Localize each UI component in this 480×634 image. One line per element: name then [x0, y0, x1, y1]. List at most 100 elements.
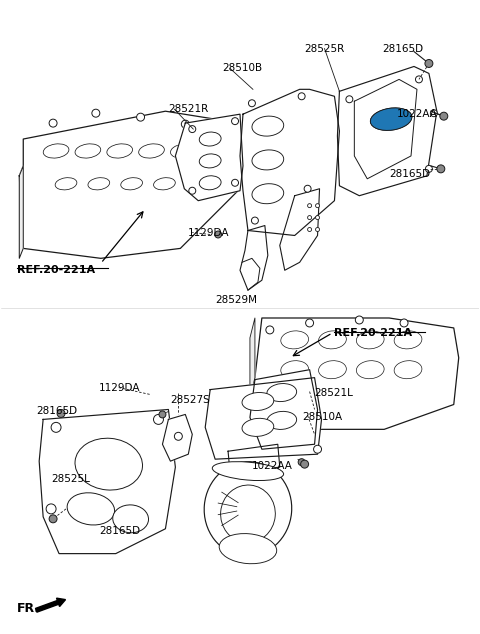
Ellipse shape	[267, 411, 297, 429]
Text: 1022AA: 1022AA	[252, 461, 293, 471]
Circle shape	[437, 165, 445, 173]
Ellipse shape	[242, 418, 274, 436]
Circle shape	[298, 93, 305, 100]
Ellipse shape	[219, 534, 276, 564]
Ellipse shape	[394, 331, 422, 349]
Ellipse shape	[55, 178, 77, 190]
Text: 28525R: 28525R	[305, 44, 345, 54]
Polygon shape	[250, 318, 255, 398]
Ellipse shape	[170, 144, 196, 158]
Circle shape	[46, 504, 56, 514]
Ellipse shape	[88, 178, 110, 190]
Circle shape	[49, 119, 57, 127]
Circle shape	[174, 432, 182, 440]
Circle shape	[431, 110, 437, 117]
Polygon shape	[337, 67, 437, 196]
Text: 1129DA: 1129DA	[99, 382, 140, 392]
Ellipse shape	[356, 361, 384, 378]
Ellipse shape	[221, 485, 276, 543]
Circle shape	[308, 216, 312, 219]
Polygon shape	[240, 226, 268, 290]
Circle shape	[300, 460, 309, 468]
Circle shape	[355, 316, 363, 324]
Circle shape	[308, 228, 312, 231]
Ellipse shape	[371, 108, 412, 131]
Ellipse shape	[252, 150, 284, 170]
Text: 28510A: 28510A	[302, 413, 343, 422]
Circle shape	[425, 60, 433, 67]
Text: 28510B: 28510B	[222, 63, 262, 74]
Polygon shape	[228, 444, 280, 473]
Ellipse shape	[154, 178, 175, 190]
Text: 28527S: 28527S	[170, 394, 210, 404]
Text: 1022AA: 1022AA	[397, 109, 438, 119]
Ellipse shape	[371, 108, 412, 131]
Polygon shape	[19, 166, 23, 258]
Text: 28165D: 28165D	[382, 44, 423, 54]
Circle shape	[315, 216, 320, 219]
Ellipse shape	[242, 392, 274, 411]
Polygon shape	[240, 89, 339, 235]
Circle shape	[189, 187, 196, 194]
Text: 28529M: 28529M	[215, 295, 257, 305]
Polygon shape	[205, 378, 322, 459]
Circle shape	[425, 165, 432, 172]
Text: 1129DA: 1129DA	[188, 228, 230, 238]
Circle shape	[308, 204, 312, 208]
Circle shape	[51, 422, 61, 432]
Polygon shape	[39, 410, 175, 553]
Text: REF.20-221A: REF.20-221A	[335, 328, 413, 338]
Circle shape	[252, 217, 258, 224]
Ellipse shape	[267, 384, 297, 401]
Circle shape	[159, 411, 166, 418]
Circle shape	[313, 445, 322, 453]
Circle shape	[400, 319, 408, 327]
Ellipse shape	[113, 505, 148, 533]
Ellipse shape	[319, 361, 347, 378]
Circle shape	[249, 100, 255, 107]
Ellipse shape	[107, 144, 132, 158]
Ellipse shape	[43, 144, 69, 158]
Ellipse shape	[199, 132, 221, 146]
Circle shape	[298, 458, 305, 465]
Text: 28165D: 28165D	[389, 169, 430, 179]
Circle shape	[315, 204, 320, 208]
Circle shape	[181, 120, 189, 128]
FancyArrow shape	[36, 598, 66, 612]
Ellipse shape	[139, 144, 164, 158]
Ellipse shape	[67, 493, 115, 525]
Circle shape	[92, 109, 100, 117]
Ellipse shape	[319, 331, 347, 349]
Ellipse shape	[75, 144, 101, 158]
Circle shape	[215, 231, 222, 238]
Circle shape	[49, 515, 57, 523]
Circle shape	[306, 319, 313, 327]
Circle shape	[231, 179, 239, 186]
Circle shape	[315, 228, 320, 231]
Text: FR.: FR.	[17, 602, 40, 615]
Circle shape	[154, 415, 164, 424]
Polygon shape	[250, 370, 318, 450]
Polygon shape	[162, 415, 192, 461]
Text: REF.20-221A: REF.20-221A	[17, 265, 96, 275]
Circle shape	[440, 112, 448, 120]
Ellipse shape	[281, 331, 309, 349]
Ellipse shape	[75, 438, 143, 490]
Text: 28521L: 28521L	[314, 387, 353, 398]
Circle shape	[231, 118, 239, 125]
Polygon shape	[354, 79, 417, 179]
Ellipse shape	[281, 361, 309, 378]
Ellipse shape	[252, 184, 284, 204]
Ellipse shape	[212, 462, 284, 481]
Polygon shape	[175, 114, 243, 201]
Circle shape	[189, 126, 196, 133]
Ellipse shape	[199, 154, 221, 168]
Text: 28165D: 28165D	[99, 526, 140, 536]
Ellipse shape	[199, 176, 221, 190]
Text: 28525L: 28525L	[51, 474, 90, 484]
Text: 28521R: 28521R	[168, 104, 209, 114]
Circle shape	[57, 410, 65, 417]
Ellipse shape	[121, 178, 143, 190]
Circle shape	[416, 76, 422, 83]
Circle shape	[137, 113, 144, 121]
